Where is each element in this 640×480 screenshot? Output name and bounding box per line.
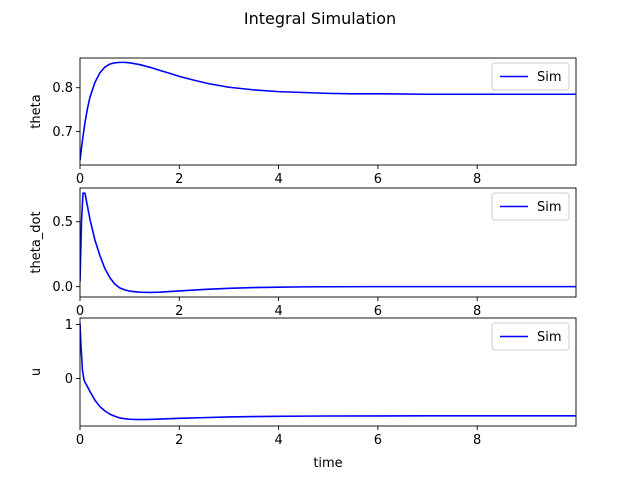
x-tick-label: 0: [76, 433, 84, 448]
x-tick-label: 8: [473, 172, 481, 187]
y-axis-label: theta: [29, 94, 44, 128]
legend-label: Sim: [537, 330, 562, 345]
y-axis-label: u: [29, 368, 44, 376]
legend-box: [491, 62, 570, 91]
legend-label: Sim: [537, 200, 562, 215]
x-tick-label: 2: [175, 433, 183, 448]
series-line-2-1: [80, 192, 576, 294]
y-tick-label: 0: [65, 372, 73, 387]
subplot-3: 0 2 4 6 8 0 1 u time Sim: [29, 317, 577, 471]
x-tick-label: 6: [374, 172, 382, 187]
y-tick-label: 0.0: [52, 280, 73, 295]
x-tick-label: 8: [473, 304, 481, 319]
y-tick-label: 1: [65, 318, 73, 333]
legend: Sim: [491, 322, 570, 351]
series-line-3-1: [80, 323, 576, 421]
subplot-panels: 0 2 4 6 8 0.7 0.8 theta Sim 0 2 4 6 8 0.0 0.5 theta_dot S…: [29, 57, 577, 471]
y-tick-label: 0.8: [52, 81, 73, 96]
legend-box: [491, 322, 570, 351]
x-axis-label: time: [313, 456, 342, 471]
x-tick-label: 4: [274, 304, 282, 319]
x-tick-label: 4: [274, 172, 282, 187]
axes-frame: [79, 187, 577, 298]
x-tick-label: 4: [274, 433, 282, 448]
legend-label: Sim: [537, 70, 562, 85]
x-tick-label: 6: [374, 433, 382, 448]
x-tick-label: 8: [473, 433, 481, 448]
x-tick-label: 0: [76, 172, 84, 187]
axes-frame: [79, 317, 577, 427]
x-tick-label: 2: [175, 172, 183, 187]
axes-frame: [79, 57, 577, 166]
x-tick-label: 0: [76, 304, 84, 319]
legend: Sim: [491, 62, 570, 91]
legend-box: [491, 192, 570, 221]
legend: Sim: [491, 192, 570, 221]
x-tick-label: 6: [374, 304, 382, 319]
y-tick-label: 0.5: [52, 215, 73, 230]
y-axis-label: theta_dot: [29, 211, 44, 273]
subplot-2: 0 2 4 6 8 0.0 0.5 theta_dot Sim: [29, 187, 577, 319]
subplot-1: 0 2 4 6 8 0.7 0.8 theta Sim: [29, 57, 577, 187]
y-tick-label: 0.7: [52, 125, 73, 140]
series-line-1-1: [80, 61, 576, 161]
x-tick-label: 2: [175, 304, 183, 319]
figure-title: Integral Simulation: [244, 9, 396, 28]
